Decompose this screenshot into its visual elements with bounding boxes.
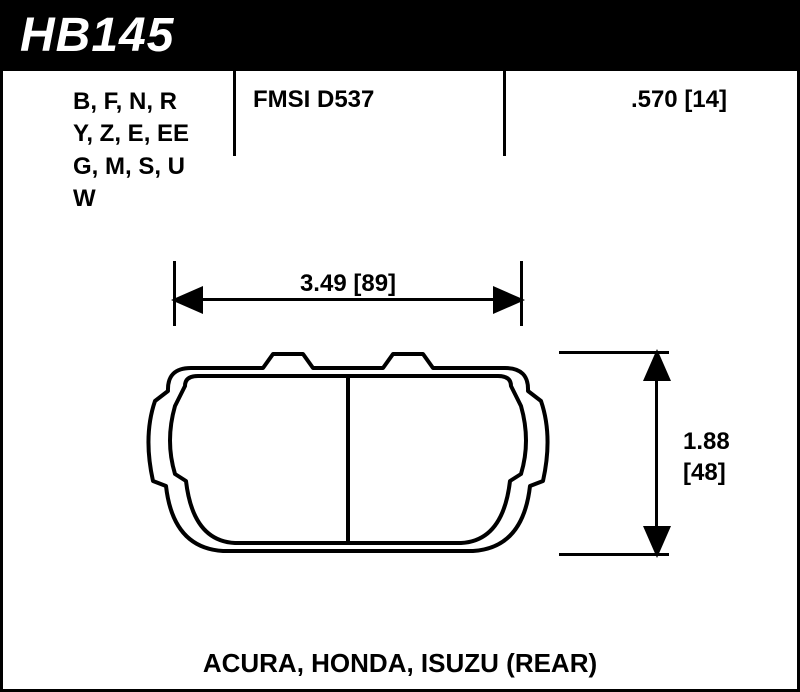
arrow-left-icon	[171, 286, 203, 314]
height-inches: 1.88	[683, 426, 730, 457]
codes-line-2: Y, Z, E, EE	[73, 118, 233, 150]
height-label: 1.88 [48]	[683, 426, 730, 488]
thickness-value: .570 [14]	[631, 86, 727, 113]
codes-line-1: B, F, N, R	[73, 86, 233, 118]
codes-line-3: G, M, S, U	[73, 151, 233, 183]
codes-line-4: W	[73, 183, 233, 215]
part-number: HB145	[20, 9, 174, 62]
diagram-area: 3.49 [89] 1.88	[3, 231, 797, 639]
part-number-header: HB145	[0, 0, 800, 71]
brake-pad-drawing	[143, 346, 553, 561]
applications-footer: ACURA, HONDA, ISUZU (REAR)	[3, 648, 797, 679]
fmsi-code: FMSI D537	[253, 86, 374, 113]
hdim-line	[173, 298, 523, 301]
thickness-column: .570 [14]	[503, 86, 797, 231]
info-row: B, F, N, R Y, Z, E, EE G, M, S, U W FMSI…	[3, 71, 797, 231]
arrow-right-icon	[493, 286, 525, 314]
fmsi-column: FMSI D537	[233, 86, 503, 231]
arrow-up-icon	[643, 349, 671, 381]
applications-text: ACURA, HONDA, ISUZU (REAR)	[203, 648, 597, 678]
width-label: 3.49 [89]	[285, 270, 411, 298]
width-inches: 3.49	[300, 270, 347, 297]
width-mm: [89]	[353, 270, 396, 297]
compound-codes: B, F, N, R Y, Z, E, EE G, M, S, U W	[3, 86, 233, 231]
content-frame: B, F, N, R Y, Z, E, EE G, M, S, U W FMSI…	[0, 71, 800, 692]
height-mm: [48]	[683, 457, 730, 488]
brake-pad-svg	[143, 346, 553, 561]
arrow-down-icon	[643, 526, 671, 558]
